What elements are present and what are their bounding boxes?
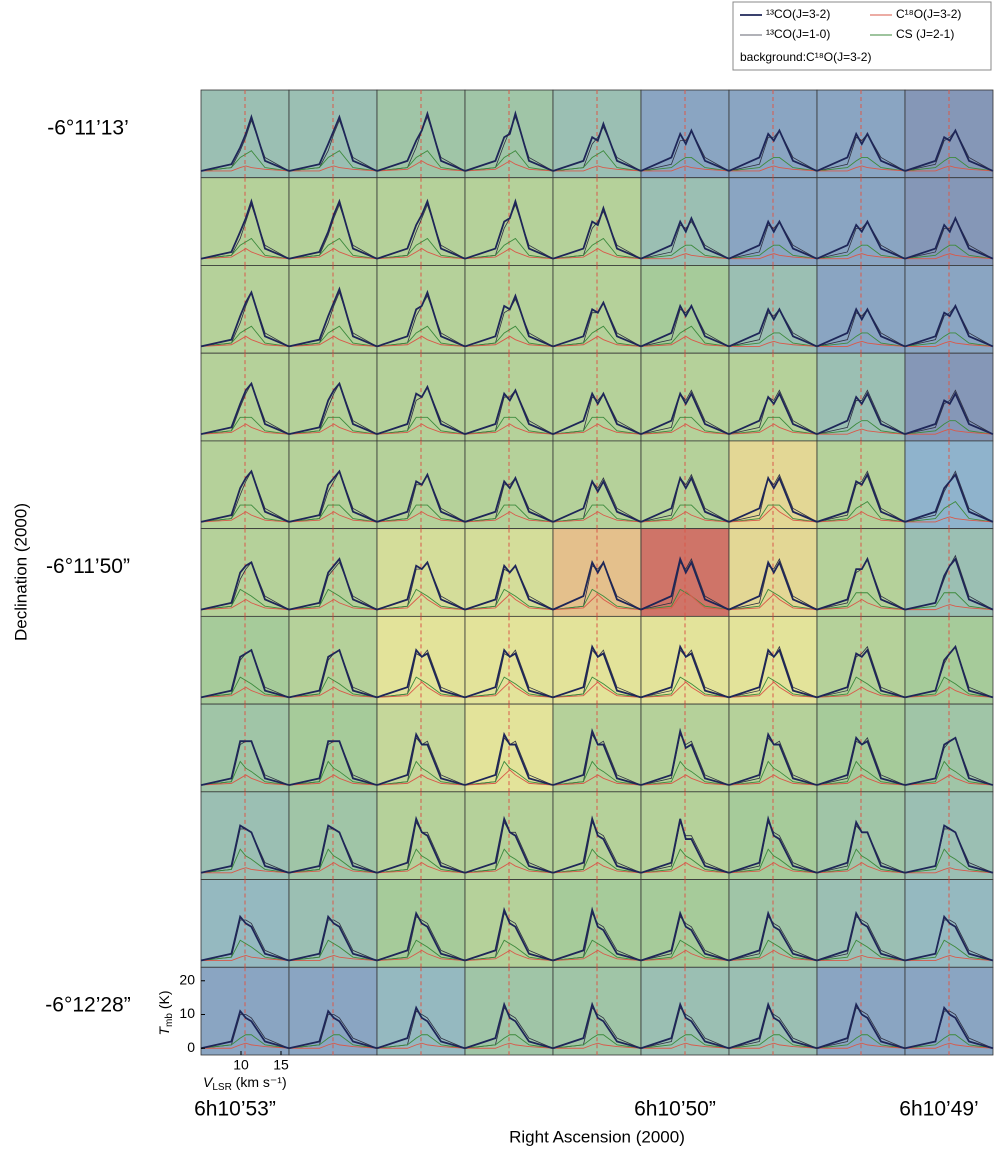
panel-x-unit: (km s⁻¹) [232,1074,287,1090]
y-tick-label: 0 [187,1039,195,1055]
panel-y-unit: (K) [156,990,172,1013]
panel-x-subscript: LSR [212,1082,231,1093]
panel-x-label: VLSR (km s⁻¹) [203,1074,287,1093]
row-label: -6°11’13’ [47,116,129,139]
y-tick-label: 20 [179,971,195,987]
legend-label: ¹³CO(J=3-2) [766,7,830,21]
column-label: 6h10’49’ [899,1098,978,1121]
row-label: -6°12’28” [45,994,130,1017]
x-axis-title: Right Ascension (2000) [509,1127,685,1146]
panel-y-label: Tmb (K) [156,990,175,1035]
legend-label: ¹³CO(J=1-0) [766,27,830,41]
column-label: 6h10’53” [194,1098,276,1121]
y-axis-title: Declination (2000) [11,503,30,641]
x-tick-label: 10 [233,1057,249,1073]
legend-label: CS (J=2-1) [896,27,954,41]
legend-note: background:C¹⁸O(J=3-2) [740,50,871,64]
y-tick-label: 10 [179,1005,195,1021]
column-label: 6h10’50” [634,1098,716,1121]
legend-label: C¹⁸O(J=3-2) [896,7,961,21]
row-label: -6°11’50” [46,555,130,578]
panel-y-subscript: mb [164,1013,175,1027]
figure: background:C¹⁸O(J=3-2) Right Ascension (… [0,0,995,1153]
x-tick-label: 15 [273,1057,289,1073]
